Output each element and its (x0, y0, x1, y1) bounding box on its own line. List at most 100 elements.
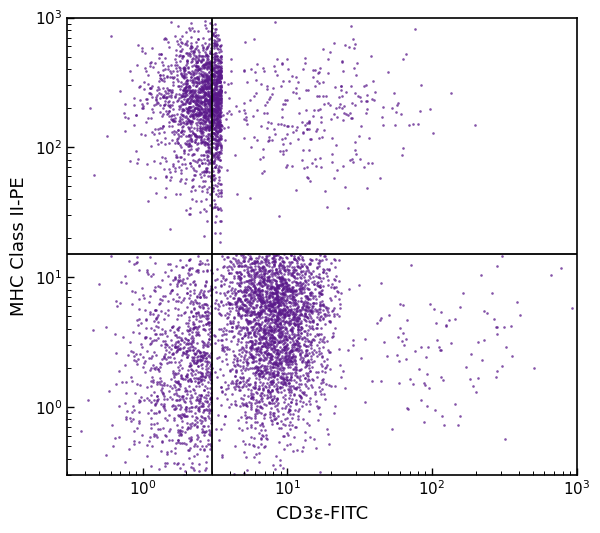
Point (304, 421, 314, 430)
Point (362, 91, 371, 99)
Point (436, 308, 446, 316)
Point (282, 265, 292, 274)
Point (295, 332, 305, 340)
Point (185, 83, 194, 91)
Point (216, 87, 226, 95)
Point (214, 140, 223, 148)
Point (317, 349, 326, 358)
Point (214, 166, 224, 174)
Point (290, 356, 300, 364)
Point (212, 53, 221, 62)
Point (236, 366, 246, 374)
Point (268, 311, 277, 320)
Point (196, 115, 206, 123)
Point (280, 286, 290, 295)
Point (187, 123, 196, 131)
Point (189, 451, 199, 460)
Point (424, 384, 434, 392)
Point (198, 54, 208, 63)
Point (298, 128, 308, 136)
Point (161, 462, 170, 471)
Point (184, 131, 194, 139)
Point (265, 287, 274, 296)
Point (197, 118, 207, 127)
Point (194, 88, 204, 96)
Point (175, 42, 184, 50)
Point (256, 366, 266, 375)
Point (286, 317, 295, 326)
Point (215, 65, 225, 74)
Point (170, 443, 180, 452)
Point (217, 217, 226, 225)
Point (287, 353, 296, 362)
Point (236, 413, 246, 421)
Point (197, 86, 206, 94)
Point (272, 349, 281, 357)
Point (307, 159, 317, 167)
Point (146, 271, 156, 280)
Point (287, 293, 296, 302)
Point (204, 325, 214, 334)
Point (214, 154, 223, 162)
Point (205, 94, 215, 102)
Point (250, 285, 260, 293)
Point (250, 288, 259, 296)
Point (269, 294, 279, 303)
Point (224, 269, 234, 277)
Point (182, 372, 191, 380)
Point (267, 386, 277, 394)
Point (182, 140, 191, 148)
Point (185, 69, 194, 77)
Point (388, 425, 397, 433)
Point (185, 98, 195, 106)
Point (205, 125, 214, 134)
Point (184, 362, 194, 371)
Point (206, 96, 216, 105)
Point (191, 382, 200, 391)
Point (273, 326, 283, 334)
Point (173, 384, 182, 393)
Point (199, 62, 209, 71)
Point (212, 78, 222, 86)
Point (329, 110, 338, 119)
Point (230, 285, 239, 294)
Point (200, 113, 210, 122)
Point (254, 335, 264, 343)
Point (254, 312, 263, 320)
Point (240, 440, 250, 448)
Point (164, 86, 174, 94)
Point (293, 407, 303, 416)
Point (329, 284, 339, 293)
Point (127, 300, 137, 308)
Point (246, 350, 256, 359)
Point (197, 84, 207, 93)
Point (169, 72, 179, 81)
Point (210, 332, 220, 340)
Point (320, 368, 330, 376)
Point (344, 285, 353, 293)
Point (366, 52, 376, 60)
Point (391, 107, 401, 116)
Point (238, 305, 248, 313)
Point (272, 269, 281, 277)
Point (263, 277, 272, 286)
Point (304, 276, 313, 285)
Point (169, 111, 179, 119)
Point (197, 425, 207, 433)
Point (207, 95, 217, 103)
Point (295, 338, 304, 347)
Point (208, 58, 217, 67)
Point (491, 322, 500, 331)
Point (242, 357, 251, 366)
Point (191, 65, 200, 74)
Point (267, 377, 277, 386)
Point (170, 390, 179, 399)
Point (323, 99, 333, 108)
Point (212, 135, 222, 144)
Point (193, 110, 202, 119)
Point (215, 88, 224, 96)
Point (214, 189, 224, 198)
Point (223, 320, 232, 328)
Point (269, 289, 278, 297)
Point (161, 340, 170, 348)
